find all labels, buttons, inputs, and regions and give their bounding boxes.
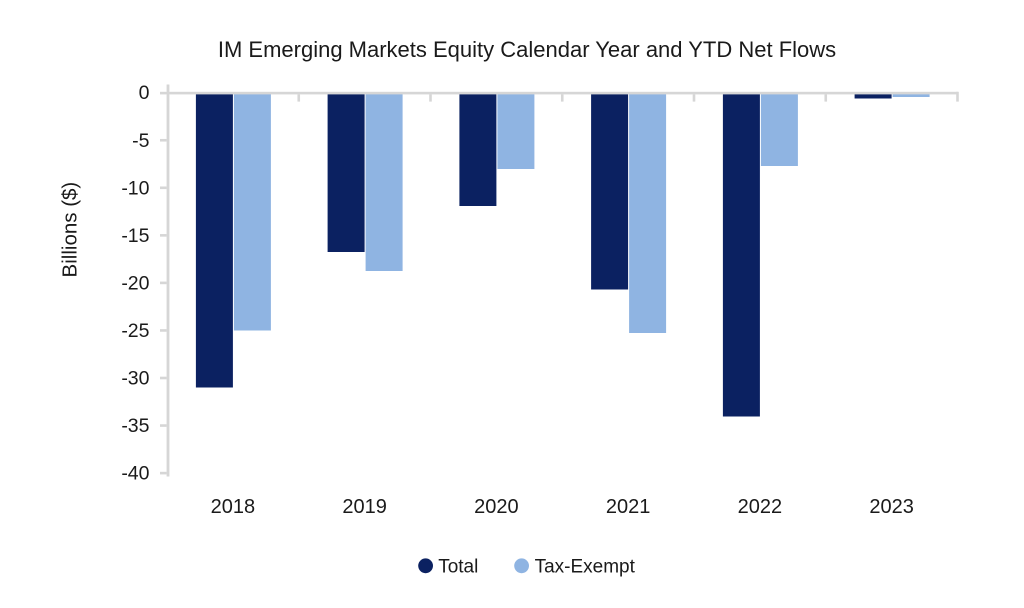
svg-text:-10: -10 xyxy=(121,177,149,199)
svg-text:2018: 2018 xyxy=(211,496,256,518)
svg-text:2020: 2020 xyxy=(474,496,519,518)
svg-text:2019: 2019 xyxy=(342,496,387,518)
svg-text:-30: -30 xyxy=(121,368,149,390)
svg-text:-20: -20 xyxy=(121,272,149,294)
svg-text:-15: -15 xyxy=(121,225,149,247)
svg-text:Total: Total xyxy=(438,556,478,577)
svg-text:0: 0 xyxy=(139,82,150,104)
svg-text:-40: -40 xyxy=(121,463,149,485)
svg-text:-5: -5 xyxy=(132,130,149,152)
svg-text:Tax-Exempt: Tax-Exempt xyxy=(535,556,636,577)
svg-text:-25: -25 xyxy=(121,320,149,342)
svg-text:2022: 2022 xyxy=(738,496,783,518)
svg-text:Billions ($): Billions ($) xyxy=(59,182,82,278)
svg-text:-35: -35 xyxy=(121,415,149,437)
svg-text:IM Emerging Markets Equity Cal: IM Emerging Markets Equity Calendar Year… xyxy=(218,37,836,62)
svg-text:2023: 2023 xyxy=(869,496,914,518)
svg-text:2021: 2021 xyxy=(606,496,651,518)
